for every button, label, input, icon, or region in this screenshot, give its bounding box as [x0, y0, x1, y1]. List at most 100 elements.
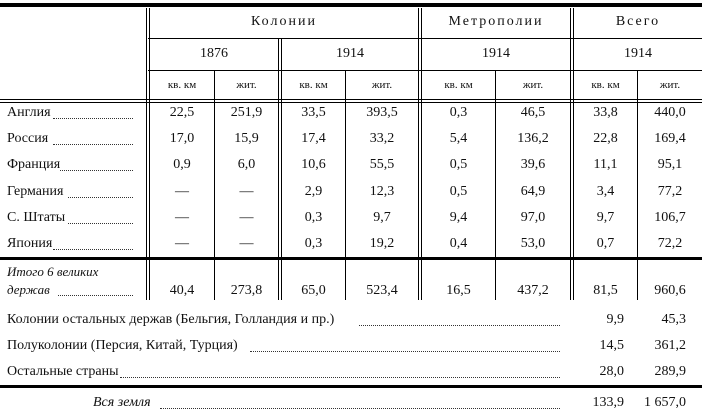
table-cell: 136,2 [517, 131, 549, 147]
total-cell: 81,5 [593, 283, 618, 298]
table-cell: 169,4 [654, 131, 686, 147]
rule-line [148, 70, 702, 71]
table-cell: 15,9 [234, 131, 259, 147]
column-divider [345, 71, 346, 300]
leader-dots [52, 132, 133, 146]
table-cell: 64,9 [520, 183, 546, 199]
table-cell: 3,4 [596, 183, 615, 199]
table-cell: 55,5 [369, 157, 395, 173]
world-label: Вся земля [93, 395, 151, 410]
table-cell: 12,3 [369, 183, 395, 199]
column-divider [421, 8, 422, 300]
row-label: Колонии остальных держав (Бельгия, Голла… [7, 312, 335, 327]
world-cell: 133,9 [592, 395, 625, 410]
leader-dots [52, 237, 133, 250]
total-cell: 273,8 [230, 283, 263, 298]
total-cell: 960,6 [654, 283, 686, 298]
leader-dots [249, 339, 560, 352]
total-cell: 523,4 [366, 283, 398, 298]
country-label: Япония [7, 236, 53, 251]
table-cell: 77,2 [657, 183, 683, 199]
table-cell: 6,0 [237, 157, 256, 173]
table-cell: — [175, 209, 189, 225]
leader-dots [67, 185, 133, 198]
table-cell: 106,7 [654, 209, 686, 225]
leader-dots [58, 283, 133, 296]
total-cell: 437,2 [517, 283, 549, 298]
year-header: 1914 [482, 46, 510, 61]
table-cell: 17,4 [301, 131, 326, 147]
leader-dots [67, 211, 133, 224]
rule-line [0, 102, 702, 103]
table-cell: 0,3 [449, 105, 468, 120]
column-divider [146, 8, 147, 300]
table-cell: 11,1 [593, 157, 618, 173]
table-cell: 5,4 [449, 131, 468, 147]
country-label: С. Штаты [7, 209, 66, 225]
table-cell: 9,7 [596, 209, 615, 225]
column-group-header: Всего [615, 14, 661, 29]
unit-header: кв. км [299, 79, 328, 91]
column-divider [570, 8, 571, 300]
column-divider [495, 71, 496, 300]
rule-line [0, 385, 702, 388]
total-cell: 16,5 [446, 283, 471, 298]
table-cell: — [239, 183, 254, 199]
year-header: 1876 [200, 46, 228, 61]
column-divider [278, 39, 279, 300]
table-cell: 9,9 [606, 312, 625, 327]
rule-line [0, 99, 702, 100]
table-cell: 9,4 [449, 209, 468, 225]
leader-dots [52, 106, 133, 119]
country-label: Россия [7, 131, 49, 147]
table-cell: 46,5 [520, 105, 546, 120]
table-cell: 72,2 [657, 236, 683, 251]
unit-header: кв. км [591, 79, 620, 91]
column-group-header: Колонии [251, 14, 317, 29]
column-divider [637, 71, 638, 300]
table-cell: 2,9 [304, 183, 323, 199]
total-cell: 65,0 [301, 283, 326, 298]
table-cell: 393,5 [366, 105, 398, 120]
table-cell: — [239, 236, 254, 251]
year-header: 1914 [624, 46, 652, 61]
table-cell: 14,5 [599, 338, 625, 353]
unit-header: кв. км [444, 79, 473, 91]
table-cell: 440,0 [654, 105, 686, 120]
country-label: Англия [7, 105, 51, 120]
table-cell: 361,2 [654, 338, 687, 353]
rule-line [0, 3, 702, 7]
unit-header: кв. км [167, 79, 197, 91]
column-divider [418, 8, 419, 300]
unit-header: жит. [236, 79, 257, 91]
total-label: Итого 6 великих [7, 264, 99, 279]
column-divider [149, 8, 150, 300]
leader-dots [359, 313, 560, 326]
row-label: Остальные страны [7, 364, 119, 379]
country-label: Франция [7, 157, 61, 173]
table-cell: 33,5 [301, 105, 326, 120]
row-label: Полуколонии (Персия, Китай, Турция) [7, 338, 238, 353]
column-divider [281, 39, 282, 300]
leader-dots [119, 365, 560, 378]
table-cell: 0,3 [304, 236, 323, 251]
table-cell: 10,6 [301, 157, 326, 173]
rule-line [148, 38, 702, 39]
table-cell: 0,5 [449, 157, 468, 173]
unit-header: жит. [371, 79, 393, 91]
table-cell: — [175, 236, 189, 251]
column-divider [573, 8, 574, 300]
rule-line [0, 257, 702, 260]
unit-header: жит. [659, 79, 681, 91]
table-cell: 22,5 [169, 105, 195, 120]
table-cell: 251,9 [230, 105, 263, 120]
table-cell: 0,3 [304, 209, 323, 225]
table-cell: 0,7 [596, 236, 615, 251]
table-cell: — [175, 183, 189, 199]
table-cell: 28,0 [599, 364, 625, 379]
total-label: держав [7, 282, 50, 297]
table-cell: 9,7 [373, 209, 391, 225]
table-cell: 19,2 [369, 236, 395, 251]
table-cell: 53,0 [520, 236, 546, 251]
column-group-header: Метрополии [448, 14, 544, 29]
